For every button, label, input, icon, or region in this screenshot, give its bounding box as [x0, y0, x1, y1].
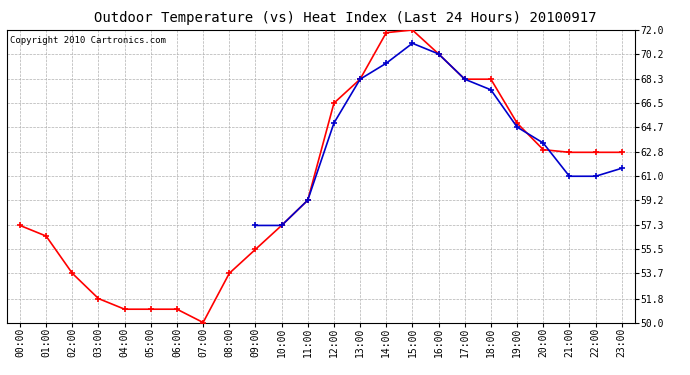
Text: Copyright 2010 Cartronics.com: Copyright 2010 Cartronics.com [10, 36, 166, 45]
Text: Outdoor Temperature (vs) Heat Index (Last 24 Hours) 20100917: Outdoor Temperature (vs) Heat Index (Las… [94, 11, 596, 25]
